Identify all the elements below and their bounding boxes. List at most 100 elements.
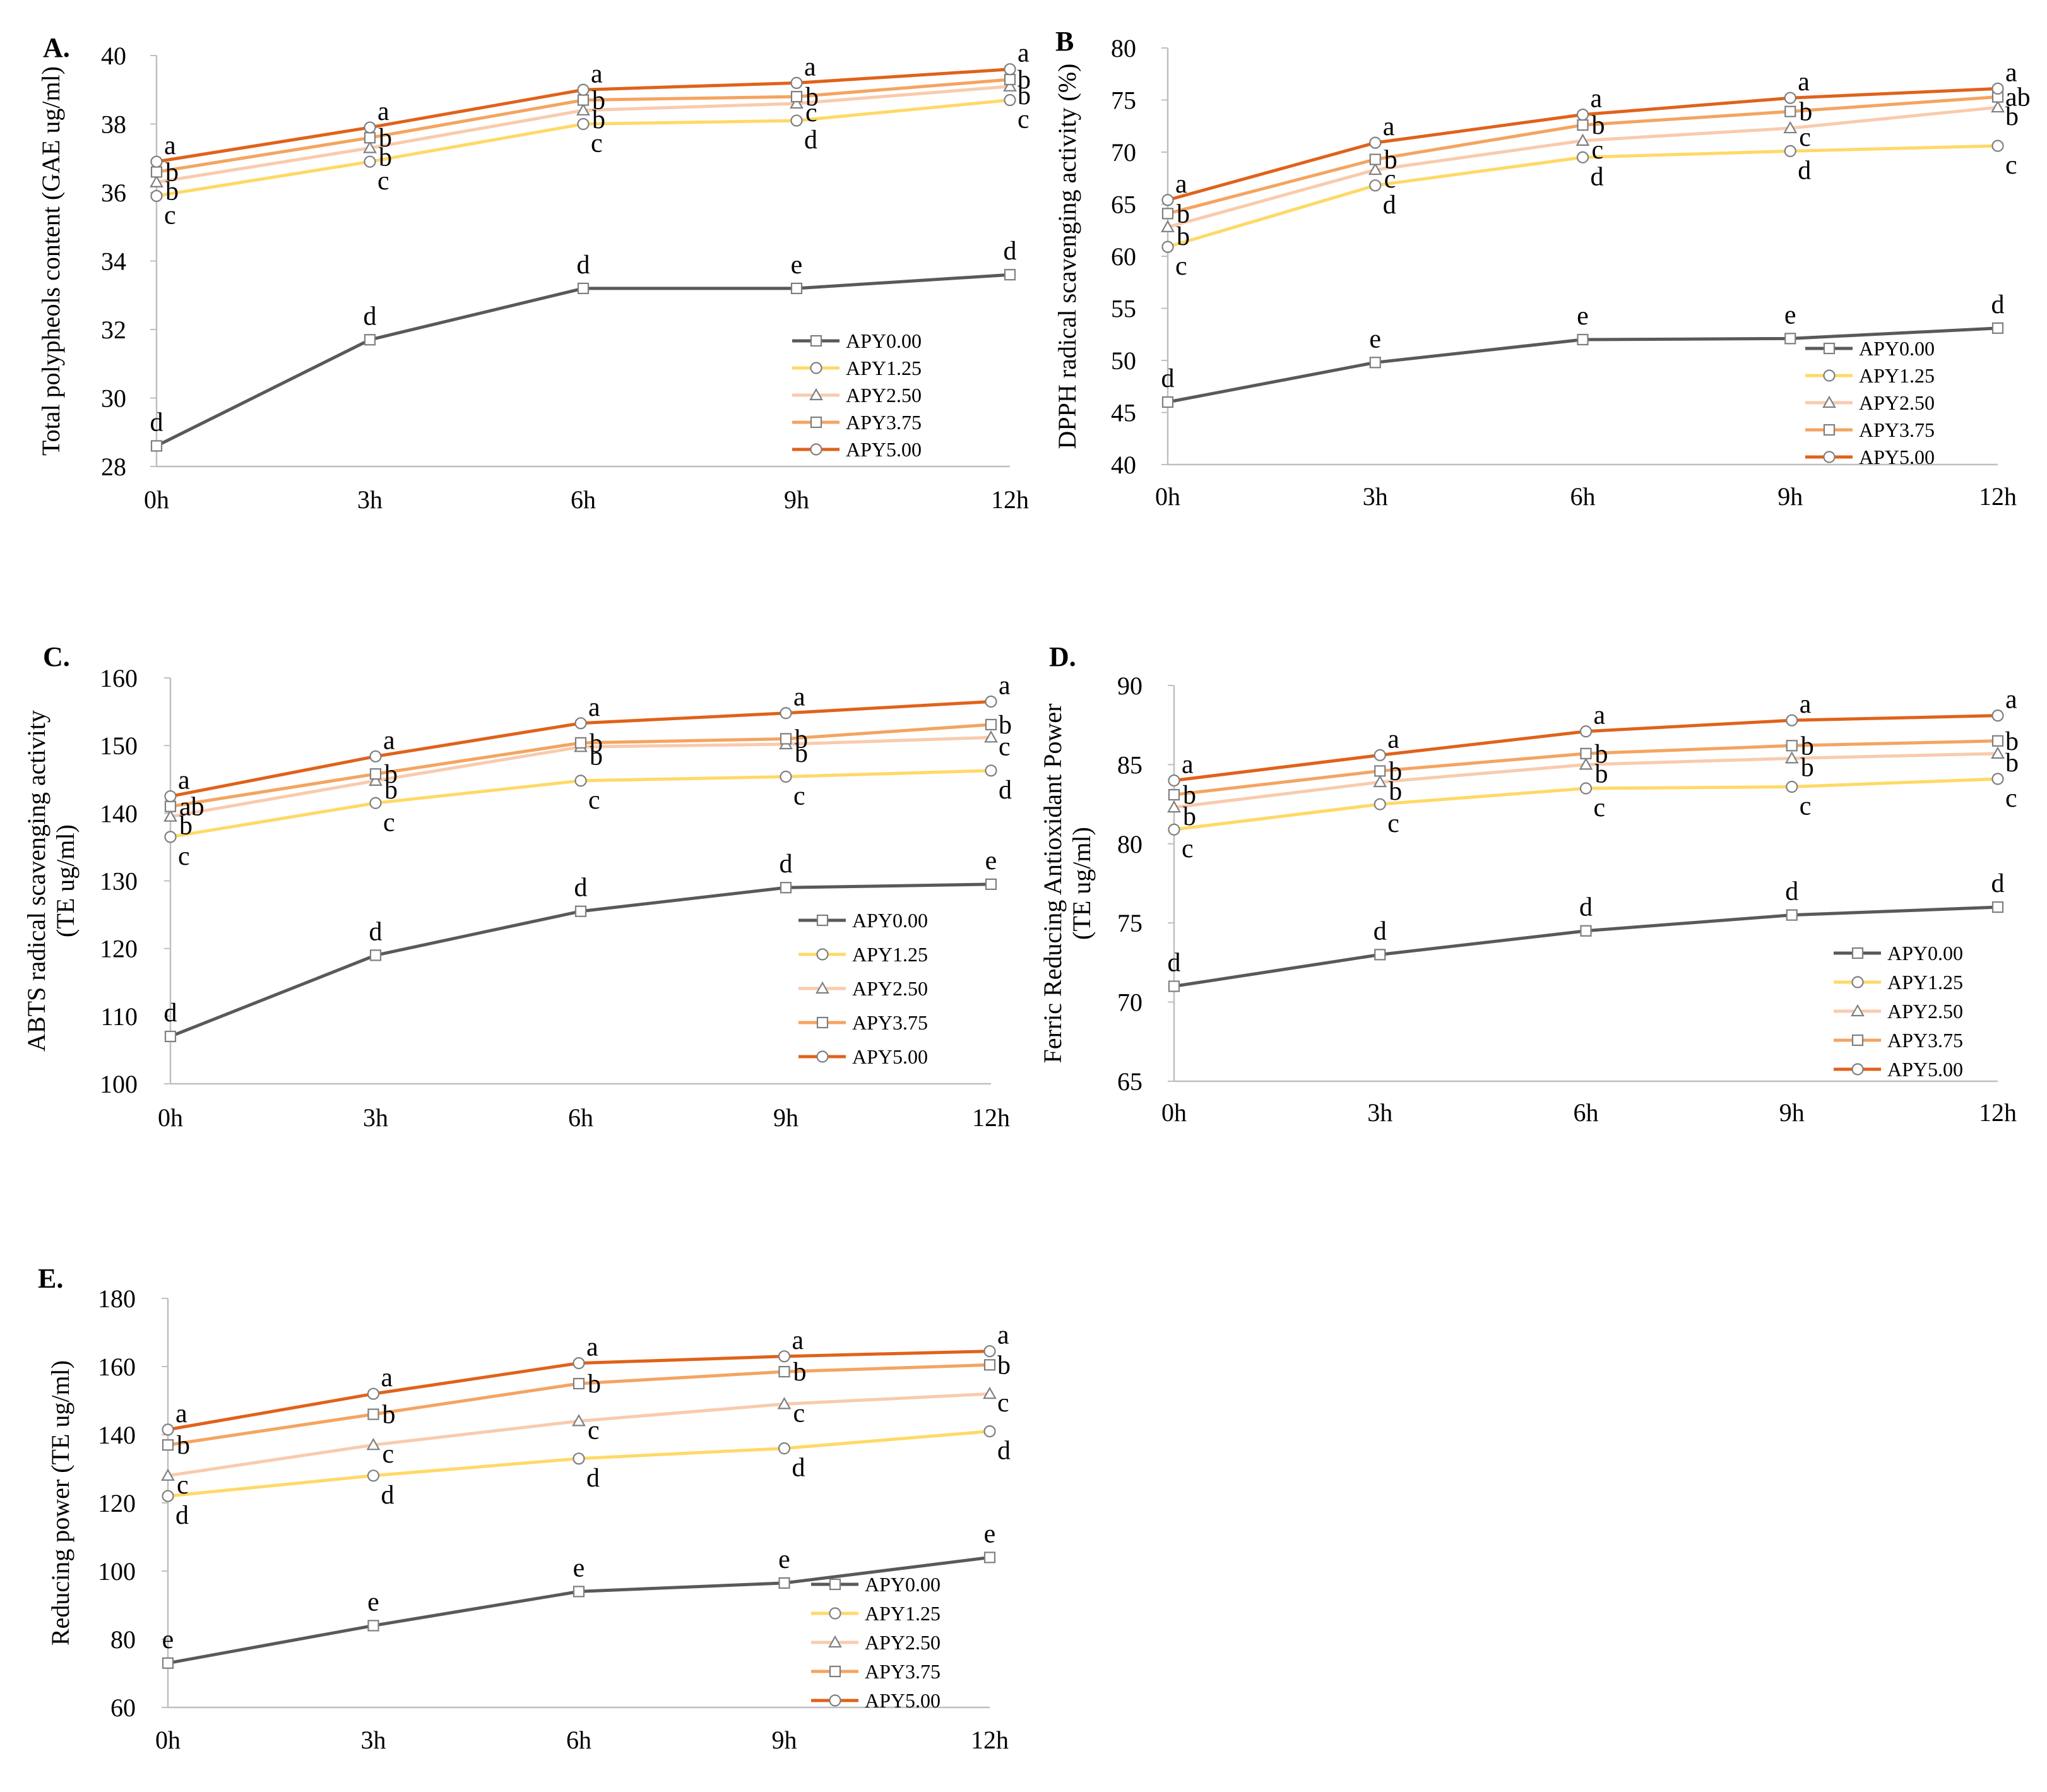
significance-letter: d xyxy=(1785,877,1798,906)
legend-entry: APY0.00 xyxy=(846,329,922,352)
data-point xyxy=(162,1657,174,1669)
y-axis-title: (TE ug/ml) xyxy=(51,824,80,937)
panel-label: C. xyxy=(43,641,70,672)
legend-marker xyxy=(1851,976,1864,988)
significance-letter: a xyxy=(588,693,600,722)
x-tick-label: 6h xyxy=(1570,482,1596,511)
y-tick-label: 75 xyxy=(1117,909,1142,937)
significance-letter: ab xyxy=(2005,83,2031,112)
significance-letter: a xyxy=(1387,725,1399,754)
data-point xyxy=(1374,765,1386,777)
y-tick-label: 75 xyxy=(1111,86,1136,115)
y-tick-label: 130 xyxy=(100,867,138,896)
significance-letter: b xyxy=(165,177,179,206)
panel-label: D. xyxy=(1049,641,1076,672)
panel-d: 65 70 75 80 85 90 0h 3h 6h 9h 12h D. Ferric Reducing… xyxy=(1038,641,2019,1127)
data-point xyxy=(1580,925,1592,937)
data-point xyxy=(163,809,177,822)
y-tick-label: 65 xyxy=(1111,191,1136,219)
data-point xyxy=(162,1423,174,1436)
y-axis-title: Total polypheols content (GAE ug/ml) xyxy=(37,66,65,456)
data-point xyxy=(1577,333,1589,346)
significance-letter: c xyxy=(793,1399,805,1428)
y-tick-label: 34 xyxy=(101,247,126,276)
significance-letter: c xyxy=(588,1416,600,1445)
legend-entry: APY0.00 xyxy=(865,1573,940,1596)
y-tick-label: 40 xyxy=(101,42,126,70)
data-point xyxy=(778,1366,790,1378)
data-point xyxy=(577,282,590,294)
data-point xyxy=(573,1357,585,1370)
significance-letter: a xyxy=(164,131,176,160)
data-point xyxy=(1167,800,1181,813)
significance-letter: b xyxy=(1183,802,1196,831)
data-point xyxy=(573,1452,585,1465)
data-point xyxy=(369,750,382,762)
data-point xyxy=(790,96,804,109)
data-point xyxy=(1161,240,1174,253)
significance-letter: b xyxy=(379,124,392,153)
data-point xyxy=(1784,751,1799,764)
significance-letter: c xyxy=(1384,165,1396,194)
significance-letter: b xyxy=(1801,753,1814,782)
y-tick-label: 110 xyxy=(100,1002,138,1031)
data-point xyxy=(369,797,382,809)
legend-marker xyxy=(810,416,822,429)
y-tick-label: 120 xyxy=(98,1489,136,1517)
data-point xyxy=(1786,909,1798,921)
data-point xyxy=(369,768,382,780)
data-point xyxy=(983,1345,996,1358)
significance-letter: c xyxy=(1182,834,1194,863)
legend-marker xyxy=(1851,947,1864,959)
significance-letter: d xyxy=(1579,893,1593,922)
y-tick-label: 140 xyxy=(100,799,138,828)
significance-letter: c xyxy=(383,1440,395,1469)
significance-letter: b xyxy=(2005,749,2019,778)
significance-letter: d xyxy=(1991,290,2005,319)
significance-letter: b xyxy=(165,158,179,187)
data-point xyxy=(1368,162,1382,175)
legend-entry: APY5.00 xyxy=(846,438,922,461)
data-point xyxy=(1168,774,1180,787)
significance-letter: c xyxy=(1387,809,1399,838)
significance-letter: c xyxy=(2005,784,2017,813)
data-point xyxy=(1369,153,1381,165)
y-tick-label: 50 xyxy=(1111,347,1136,375)
significance-letter: c xyxy=(1175,252,1187,281)
legend-entry: APY2.50 xyxy=(865,1631,940,1654)
significance-letter: b xyxy=(177,1431,190,1460)
significance-letter: b xyxy=(997,1351,1011,1380)
x-tick-label: 3h xyxy=(363,1103,388,1132)
significance-letter: c xyxy=(805,98,817,128)
data-point xyxy=(164,790,177,803)
data-point xyxy=(150,166,163,178)
data-point xyxy=(1579,725,1593,738)
y-axis-title: ABTS radical scavenging activity xyxy=(22,710,50,1052)
significance-letter: d xyxy=(175,1501,189,1530)
significance-letter: b xyxy=(2005,102,2019,131)
legend-entry: APY1.25 xyxy=(852,943,928,966)
legend-entry: APY2.50 xyxy=(1859,391,1935,414)
legend-entry: APY5.00 xyxy=(865,1689,940,1712)
significance-letter: d xyxy=(1991,869,2005,898)
data-point xyxy=(150,440,163,452)
panel-label: A. xyxy=(43,32,70,63)
data-point xyxy=(790,91,803,103)
data-point xyxy=(1168,823,1180,836)
data-point xyxy=(985,764,997,777)
data-point xyxy=(1991,100,2005,113)
data-point xyxy=(1374,749,1386,761)
data-point xyxy=(790,282,803,294)
data-point xyxy=(1991,773,2004,785)
data-point xyxy=(985,695,997,708)
significance-letter: b xyxy=(590,742,603,771)
significance-letter: b xyxy=(793,1358,807,1387)
significance-letter: a xyxy=(1798,68,1810,97)
legend-entry: APY1.25 xyxy=(1859,364,1935,387)
legend-entry: APY1.25 xyxy=(865,1602,940,1625)
y-tick-label: 120 xyxy=(100,935,138,963)
significance-letter: a xyxy=(1018,39,1029,68)
legend-entry: APY2.50 xyxy=(846,384,922,406)
legend-marker xyxy=(1823,424,1836,436)
